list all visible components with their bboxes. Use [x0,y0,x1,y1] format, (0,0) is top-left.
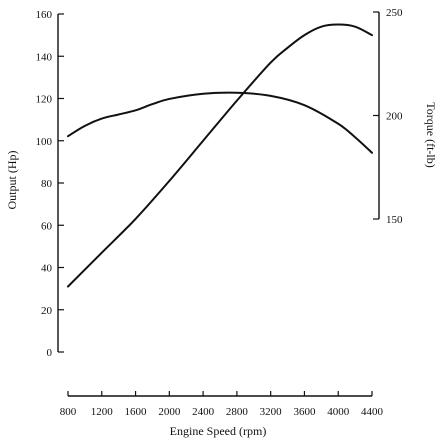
torque-curve [67,91,373,154]
x-tick-label: 4000 [327,406,350,418]
output-curve [67,23,373,288]
y-left-tick-label: 20 [41,305,53,317]
y-left-tick-label: 0 [47,347,53,359]
y-right-tick-label: 200 [386,111,403,123]
x-tick-label: 2000 [158,406,181,418]
y-left-tick-label: 60 [41,220,53,232]
x-tick-label: 4400 [361,406,384,418]
x-tick-label: 1200 [91,406,114,418]
y-left-tick-label: 160 [36,9,53,21]
x-tick-label: 2800 [226,406,249,418]
y-axis-right-label: Torque (ft-lb) [424,102,438,167]
y-axis-left-label: Output (Hp) [5,151,19,210]
y-left-tick-label: 140 [36,51,53,63]
y-right-tick-label: 250 [386,7,403,19]
x-tick-label: 800 [60,406,77,418]
series-layer [67,23,373,288]
x-tick-label: 1600 [125,406,148,418]
x-tick-label: 2400 [192,406,215,418]
y-left-tick-label: 40 [41,263,53,275]
axes: 0 20 40 60 80 100 120 140 160 150 200 250 800 1200 160… [36,7,404,418]
y-left-tick-label: 100 [36,136,53,148]
x-axis-label: Engine Speed (rpm) [170,424,267,438]
y-left-tick-label: 80 [41,178,53,190]
y-right-tick-label: 150 [386,214,403,226]
y-left-tick-label: 120 [36,94,53,106]
x-tick-label: 3200 [260,406,283,418]
x-tick-label: 3600 [293,406,316,418]
